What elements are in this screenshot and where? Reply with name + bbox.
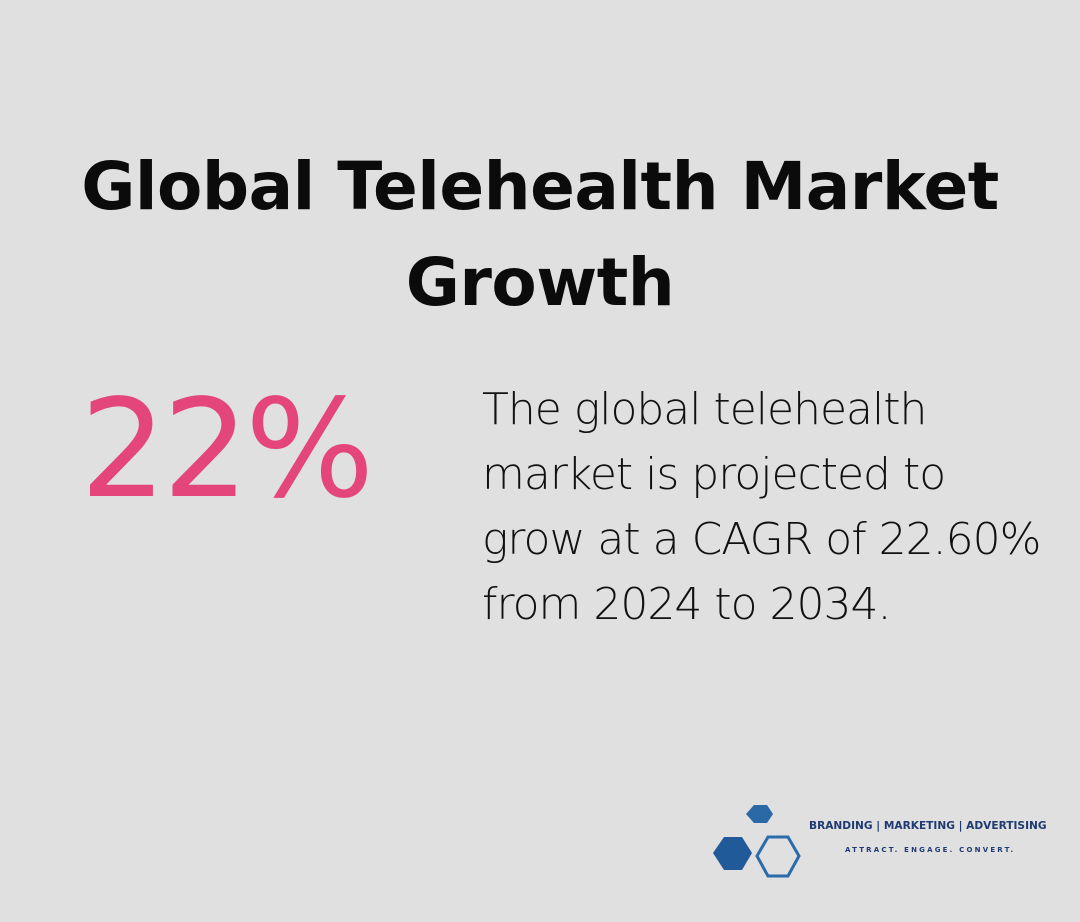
page-title: Global Telehealth Market Growth bbox=[81, 148, 999, 322]
brand-logo: BRANDING | MARKETING | ADVERTISING ATTRA… bbox=[710, 802, 1047, 884]
stat-percentage: 22% bbox=[80, 371, 374, 529]
brand-slogan: ATTRACT. ENGAGE. CONVERT. bbox=[845, 846, 1016, 854]
hexagon-cluster-icon bbox=[713, 805, 801, 878]
hexagon-outline bbox=[755, 835, 801, 878]
hexagon-top bbox=[746, 805, 773, 823]
stat-description: The global telehealth market is projecte… bbox=[482, 384, 1041, 630]
brand-tagline: BRANDING | MARKETING | ADVERTISING bbox=[809, 820, 1047, 832]
hexagon-left bbox=[713, 837, 752, 870]
